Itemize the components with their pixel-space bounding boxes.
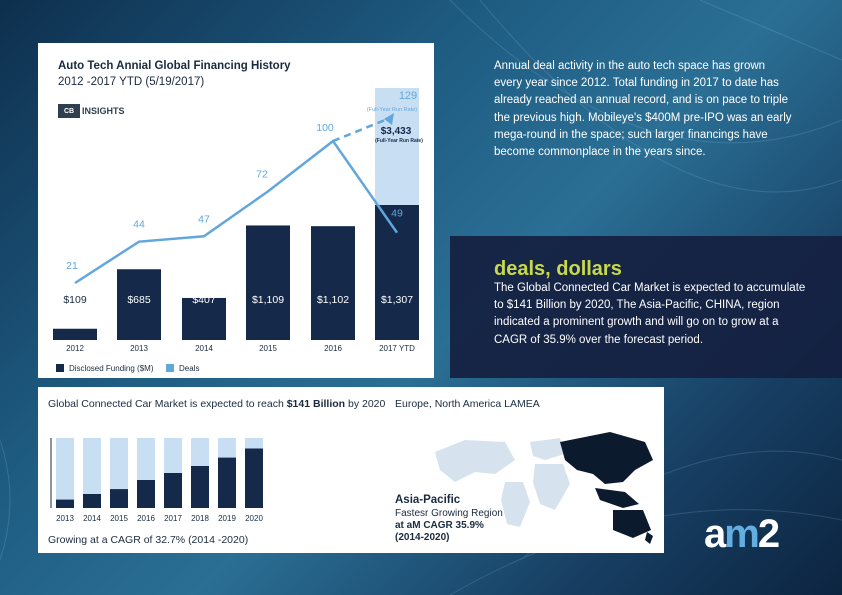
- funding-bar-2017 YTD: [375, 205, 419, 340]
- am2-logo: am2: [704, 512, 780, 557]
- cb-logo-text: INSIGHTS: [82, 106, 125, 116]
- market-bar-2018: [191, 466, 209, 508]
- year-label-2015: 2015: [259, 344, 277, 353]
- market-year-2018: 2018: [191, 514, 209, 523]
- cb-logo-box-text: CB: [63, 107, 75, 115]
- funding-value-2015: $1,109: [252, 294, 284, 306]
- projected-deals-label: 129: [399, 90, 417, 102]
- ap-title: Asia-Pacific: [395, 494, 461, 506]
- funding-value-2014: $407: [192, 294, 216, 306]
- cb-insights-logo: CB INSIGHTS: [58, 104, 125, 118]
- deals-paragraph: The Global Connected Car Market is expec…: [494, 282, 806, 346]
- market-year-2017: 2017: [164, 514, 182, 523]
- legend-funding-label: Disclosed Funding ($M): [69, 364, 154, 373]
- intro-paragraph: Annual deal activity in the auto tech sp…: [494, 60, 792, 159]
- market-bar-2016: [137, 480, 155, 508]
- funding-bar-2012: [53, 328, 97, 340]
- deals-run-rate-note: (Full-Year Run Rate): [367, 107, 417, 113]
- logo-2: 2: [757, 512, 780, 556]
- legend-funding-swatch: [56, 364, 64, 372]
- market-bar-bg-2014: [83, 438, 101, 508]
- chart-subtitle: 2012 -2017 YTD (5/19/2017): [58, 76, 205, 88]
- deals-value-2017 YTD: 49: [391, 208, 403, 220]
- market-chart-title: Global Connected Car Market is expected …: [48, 398, 385, 410]
- funding-value-2012: $109: [63, 294, 87, 306]
- deals-value-2016: 100: [316, 122, 334, 134]
- ap-line-2: at aM CAGR 35.9%: [395, 520, 484, 531]
- deals-value-2012: 21: [66, 260, 78, 272]
- legend-deals-label: Deals: [179, 364, 199, 373]
- logo-a: a: [704, 512, 726, 556]
- projected-funding-label: $3,433: [381, 126, 412, 137]
- financing-chart-panel: [38, 43, 434, 378]
- market-bar-2017: [164, 473, 182, 508]
- market-year-2013: 2013: [56, 514, 74, 523]
- market-cagr-footer: Growing at a CAGR of 32.7% (2014 -2020): [48, 534, 249, 546]
- market-bar-2014: [83, 494, 101, 508]
- market-year-2015: 2015: [110, 514, 128, 523]
- market-bar-2013: [56, 499, 74, 508]
- financing-chart: $109 2012 $685 2013 $407 2014 $1,109 2015 $1,102…: [53, 88, 423, 373]
- year-label-2016: 2016: [324, 344, 342, 353]
- market-title-bold: $141 Billion: [286, 398, 346, 410]
- deals-projection-line: [332, 116, 391, 143]
- year-label-2017 YTD: 2017 YTD: [379, 344, 415, 353]
- deals-value-2013: 44: [133, 219, 145, 231]
- market-year-2016: 2016: [137, 514, 155, 523]
- market-chart: 2013 2014 2015 2016 2017 2018 2019 2020: [50, 438, 263, 523]
- world-map: [435, 432, 653, 544]
- funding-value-2017 YTD: $1,307: [381, 294, 413, 306]
- funding-bar-2015: [246, 225, 290, 340]
- market-bar-2015: [110, 489, 128, 508]
- market-year-2019: 2019: [218, 514, 236, 523]
- funding-run-rate-note: (Full-Year Run Rate): [375, 138, 423, 144]
- ap-line-3: (2014-2020): [395, 532, 450, 543]
- chart-title: Auto Tech Annial Global Financing Histor…: [58, 60, 291, 72]
- year-label-2012: 2012: [66, 344, 84, 353]
- asia-pacific-region: [560, 432, 653, 544]
- funding-value-2013: $685: [127, 294, 151, 306]
- year-label-2013: 2013: [130, 344, 148, 353]
- market-year-2014: 2014: [83, 514, 101, 523]
- deals-heading: deals, dollars: [494, 258, 622, 280]
- legend-deals-swatch: [166, 364, 174, 372]
- market-year-2020: 2020: [245, 514, 263, 523]
- deals-value-2015: 72: [256, 168, 268, 180]
- deals-value-2014: 47: [198, 213, 210, 225]
- market-bar-2020: [245, 448, 263, 508]
- market-bar-2019: [218, 457, 236, 508]
- market-title-suffix: by 2020: [345, 398, 386, 410]
- map-title: Europe, North America LAMEA: [395, 398, 540, 410]
- year-label-2014: 2014: [195, 344, 213, 353]
- market-title-prefix: Global Connected Car Market is expected …: [48, 398, 287, 410]
- funding-value-2016: $1,102: [317, 294, 349, 306]
- deals-panel: [450, 236, 842, 378]
- deals-projection-arrow: [384, 113, 394, 125]
- ap-line-1: Fastesr Growing Region: [395, 508, 503, 519]
- market-bar-bg-2013: [56, 438, 74, 508]
- funding-bar-2016: [311, 226, 355, 340]
- funding-bar-2013: [117, 269, 161, 340]
- logo-m: m: [724, 512, 760, 556]
- funding-bar-2014: [182, 297, 226, 340]
- deals-line: [74, 139, 399, 285]
